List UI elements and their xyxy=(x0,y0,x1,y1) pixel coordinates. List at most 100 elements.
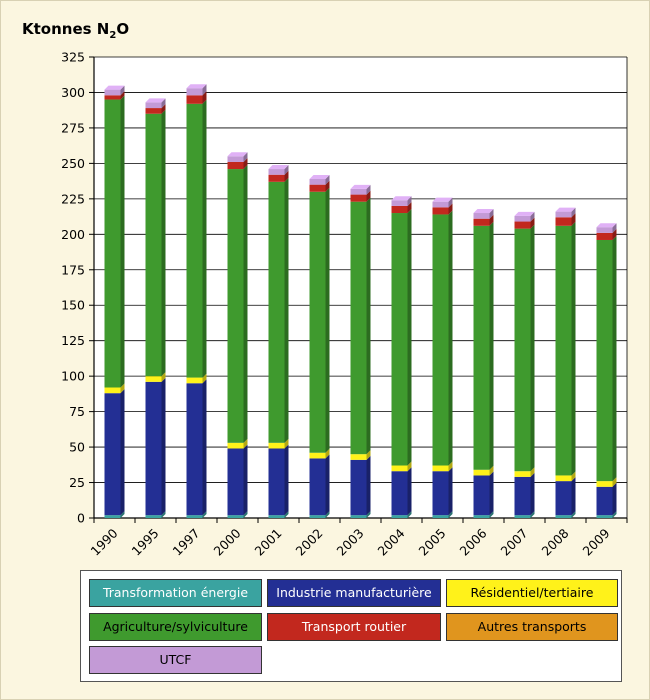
bar-top-face xyxy=(391,196,412,201)
bar-segment-side xyxy=(407,196,412,206)
bar-segment-side xyxy=(366,184,371,195)
bar-segment xyxy=(596,239,613,482)
stacked-bar-chart: 0 25 50 75 100 125 150 175 200 225 250 275 300 325 199… xyxy=(61,50,628,559)
bar-segment xyxy=(473,218,490,226)
bar-segment xyxy=(309,184,326,192)
bar-segment xyxy=(596,481,613,487)
bar-segment-side xyxy=(448,210,453,466)
bar-segment-side xyxy=(325,454,330,516)
bar-segment-side xyxy=(407,461,412,472)
bar-segment xyxy=(268,174,285,182)
bar-segment-side xyxy=(530,467,535,477)
bar-segment xyxy=(555,211,572,218)
bar-segment-side xyxy=(243,511,248,518)
bar-top-face xyxy=(104,85,125,90)
x-tick-label: 2004 xyxy=(375,525,408,558)
bar-top-face xyxy=(268,165,289,170)
bar-segment xyxy=(391,205,408,214)
bar-segment-side xyxy=(325,448,330,459)
bar-segment-side xyxy=(202,91,207,104)
bar-segment-side xyxy=(284,165,289,175)
bar-segment-side xyxy=(489,471,494,516)
x-tick-label: 2009 xyxy=(580,525,613,558)
bar-segment xyxy=(104,387,121,394)
legend-item: Autres transports xyxy=(446,613,618,641)
bar-segment-side xyxy=(120,383,125,394)
bar-segment-side xyxy=(161,109,166,377)
bar-segment xyxy=(104,393,121,516)
bar-segment-side xyxy=(489,209,494,219)
bar-segment-side xyxy=(489,214,494,226)
bar-segment-side xyxy=(571,213,576,226)
bar-segment xyxy=(309,452,326,459)
bar-segment-side xyxy=(407,201,412,214)
bar-top-face xyxy=(555,207,576,212)
bar-segment xyxy=(350,188,367,195)
y-tick-label: 25 xyxy=(69,475,85,490)
y-tick-label: 225 xyxy=(61,191,85,206)
bar-segment xyxy=(514,215,531,222)
bar-segment-side xyxy=(612,511,617,518)
bar-segment-side xyxy=(366,455,371,516)
bar-segment-side xyxy=(243,438,248,449)
bar-segment xyxy=(145,102,162,109)
bar-segment xyxy=(104,89,121,96)
bar-segment-side xyxy=(120,95,125,388)
bar-segment xyxy=(391,213,408,466)
bar-segment xyxy=(227,448,244,516)
bar-segment-side xyxy=(530,217,535,229)
bar-segment-side xyxy=(325,180,330,192)
bar-top-face xyxy=(227,152,248,157)
bar-top-face xyxy=(432,197,453,202)
bar-segment xyxy=(555,515,572,518)
bar-segment xyxy=(268,181,285,443)
bar-segment xyxy=(391,515,408,518)
bar-segment-side xyxy=(161,104,166,114)
bar-segment xyxy=(268,442,285,449)
bar-segment-side xyxy=(202,84,207,96)
legend-item: Industrie manufacturière xyxy=(267,579,441,607)
bar-segment xyxy=(350,194,367,202)
bar-segment-side xyxy=(243,157,248,170)
bar-segment-side xyxy=(284,511,289,518)
bar-segment-side xyxy=(366,511,371,518)
x-tick-label: 1997 xyxy=(170,526,203,559)
bar-segment xyxy=(596,232,613,240)
bar-segment-side xyxy=(202,511,207,518)
bar-segment-side xyxy=(571,207,576,218)
y-tick-label: 75 xyxy=(69,404,85,419)
bar-segment-side xyxy=(120,85,125,96)
bar-segment xyxy=(514,471,531,477)
bar-segment xyxy=(514,515,531,518)
bar-segment xyxy=(104,99,121,388)
bar-segment xyxy=(309,178,326,185)
x-tick-label: 2003 xyxy=(334,526,367,559)
bar-segment xyxy=(104,515,121,518)
bar-segment-side xyxy=(489,465,494,476)
unit-title-main: Ktonnes N xyxy=(22,20,110,38)
bar-segment-side xyxy=(612,223,617,233)
bar-segment-side xyxy=(448,511,453,518)
bar-segment xyxy=(514,228,531,472)
bar-segment xyxy=(350,515,367,518)
unit-title-subscript: 2 xyxy=(109,30,117,41)
bar-segment xyxy=(104,95,121,100)
bar-segment xyxy=(227,161,244,170)
bar-segment xyxy=(186,377,203,384)
y-tick-label: 0 xyxy=(77,511,85,526)
bar-segment xyxy=(227,515,244,518)
bar-segment-side xyxy=(530,511,535,518)
bar-segment-side xyxy=(284,177,289,443)
x-tick-label: 2001 xyxy=(252,526,285,559)
bar-segment xyxy=(186,95,203,104)
bar-segment-side xyxy=(325,511,330,518)
bar-segment-side xyxy=(161,98,166,109)
bar-segment-side xyxy=(489,511,494,518)
y-tick-label: 325 xyxy=(61,50,85,65)
bar-segment-side xyxy=(407,467,412,516)
bar-segment xyxy=(309,458,326,516)
y-axis-unit-title: Ktonnes N2O xyxy=(22,20,129,41)
y-tick-label: 200 xyxy=(61,227,85,242)
x-tick-label: 1995 xyxy=(129,526,162,559)
y-tick-label: 175 xyxy=(61,262,85,277)
